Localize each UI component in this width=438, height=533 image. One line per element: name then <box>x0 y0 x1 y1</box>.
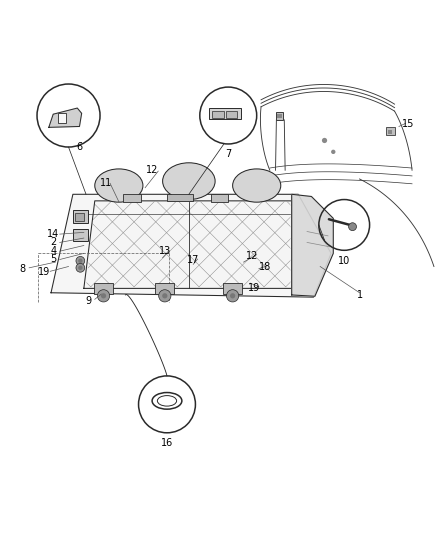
Text: 13: 13 <box>158 246 170 256</box>
Circle shape <box>78 265 82 270</box>
Circle shape <box>226 290 238 302</box>
Text: 4: 4 <box>50 246 56 256</box>
Text: 8: 8 <box>19 264 25 273</box>
Circle shape <box>76 263 85 272</box>
Bar <box>155 283 174 294</box>
Circle shape <box>230 293 235 298</box>
Text: 10: 10 <box>337 255 350 265</box>
Text: 18: 18 <box>259 262 271 271</box>
Text: 19: 19 <box>38 267 50 277</box>
Bar <box>275 112 283 120</box>
Text: 15: 15 <box>401 119 413 130</box>
Circle shape <box>330 150 335 154</box>
Bar <box>208 108 241 119</box>
Polygon shape <box>49 108 81 127</box>
Ellipse shape <box>95 169 143 202</box>
Bar <box>226 111 237 118</box>
Text: 14: 14 <box>47 229 59 239</box>
Bar <box>73 211 88 223</box>
Bar <box>210 194 228 201</box>
Text: 17: 17 <box>187 255 199 265</box>
Circle shape <box>97 290 110 302</box>
Text: 5: 5 <box>50 254 56 264</box>
Circle shape <box>348 223 356 231</box>
Text: 11: 11 <box>99 179 112 188</box>
Text: 6: 6 <box>76 142 82 152</box>
Bar <box>387 130 391 134</box>
Bar <box>94 283 113 294</box>
Circle shape <box>162 293 167 298</box>
Bar <box>385 127 394 135</box>
Text: 7: 7 <box>225 149 231 159</box>
Circle shape <box>158 290 170 302</box>
Bar <box>223 283 242 294</box>
Text: 19: 19 <box>248 282 260 293</box>
Bar <box>75 213 84 221</box>
Ellipse shape <box>162 163 215 199</box>
Text: 16: 16 <box>160 438 173 448</box>
Bar <box>73 229 88 241</box>
Bar <box>166 194 193 201</box>
Bar <box>57 114 66 123</box>
Text: 12: 12 <box>246 251 258 261</box>
Circle shape <box>101 293 106 298</box>
Polygon shape <box>51 195 330 297</box>
Text: 9: 9 <box>85 296 91 305</box>
Ellipse shape <box>232 169 280 202</box>
Text: 1: 1 <box>356 290 362 300</box>
Bar <box>123 194 141 201</box>
Text: 12: 12 <box>145 165 158 175</box>
Circle shape <box>76 256 85 265</box>
Circle shape <box>78 259 82 263</box>
Polygon shape <box>291 195 332 296</box>
Circle shape <box>321 138 326 143</box>
Bar <box>211 111 223 118</box>
Polygon shape <box>84 201 291 288</box>
Text: 2: 2 <box>50 237 56 247</box>
Bar <box>277 114 281 118</box>
